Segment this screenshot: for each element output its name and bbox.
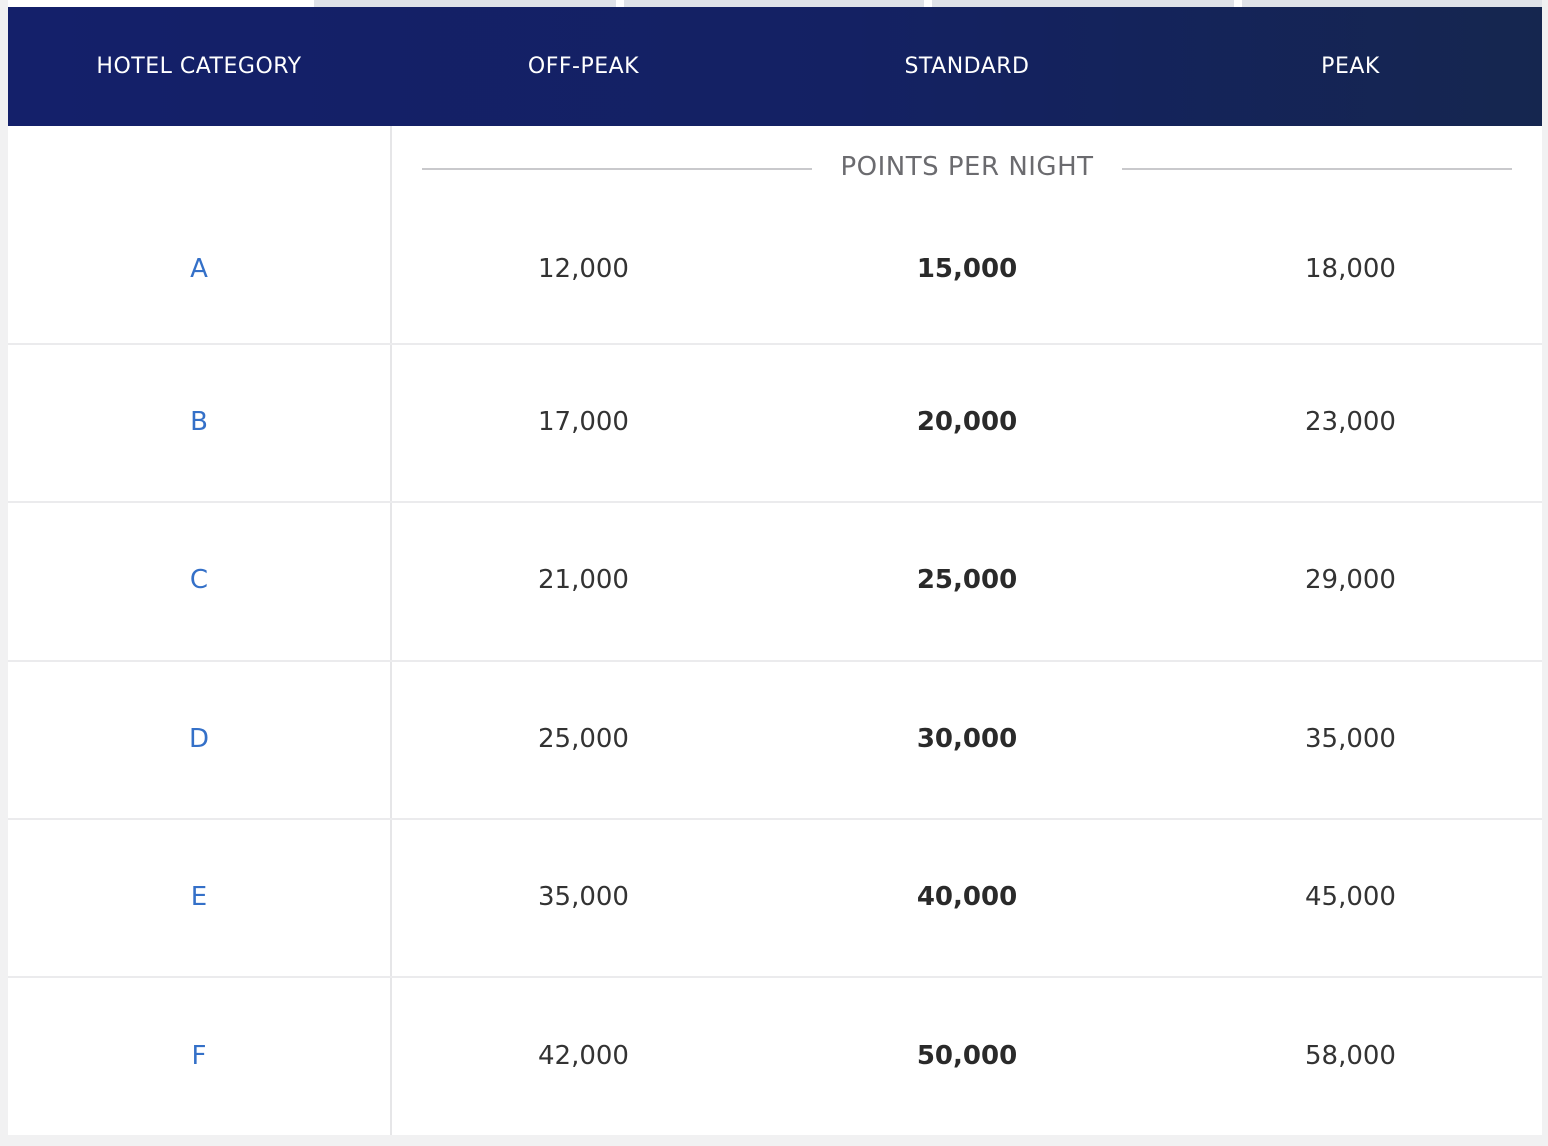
tab-2[interactable] xyxy=(314,0,616,7)
peak-cell: 58,000 xyxy=(1305,1041,1396,1071)
tab-5[interactable] xyxy=(1242,0,1542,7)
tab-3[interactable] xyxy=(624,0,924,7)
table-row: B 17,000 20,000 23,000 xyxy=(8,345,1542,501)
row-separator xyxy=(8,818,1542,820)
off-peak-cell: 21,000 xyxy=(538,565,629,595)
table-row: E 35,000 40,000 45,000 xyxy=(8,820,1542,976)
tab-strip xyxy=(8,0,1542,7)
standard-cell: 50,000 xyxy=(916,1041,1018,1071)
category-cell: C xyxy=(189,565,209,595)
points-per-night-label: POINTS PER NIGHT xyxy=(840,152,1094,182)
standard-cell: 30,000 xyxy=(916,724,1018,754)
peak-cell: 35,000 xyxy=(1305,724,1396,754)
table-row: D 25,000 30,000 35,000 xyxy=(8,662,1542,818)
off-peak-cell: 12,000 xyxy=(538,254,629,284)
peak-cell: 45,000 xyxy=(1305,882,1396,912)
category-cell: F xyxy=(191,1041,207,1071)
row-separator xyxy=(8,501,1542,503)
row-separator xyxy=(8,660,1542,662)
table-row: A 12,000 15,000 18,000 xyxy=(8,212,1542,343)
tab-4[interactable] xyxy=(932,0,1234,7)
column-divider xyxy=(390,126,392,1135)
category-cell: D xyxy=(188,724,210,754)
points-per-night-caption: POINTS PER NIGHT xyxy=(392,126,1542,212)
table-header: HOTEL CATEGORY OFF-PEAK STANDARD PEAK xyxy=(8,7,1542,126)
standard-cell: 25,000 xyxy=(916,565,1018,595)
category-cell: E xyxy=(190,882,208,912)
category-cell: A xyxy=(190,254,208,284)
category-cell: B xyxy=(190,407,208,437)
off-peak-cell: 35,000 xyxy=(538,882,629,912)
header-hotel-category: HOTEL CATEGORY xyxy=(96,54,302,79)
standard-cell: 40,000 xyxy=(916,882,1018,912)
table-row: C 21,000 25,000 29,000 xyxy=(8,503,1542,660)
header-peak: PEAK xyxy=(1321,54,1380,79)
table-row: F 42,000 50,000 58,000 xyxy=(8,978,1542,1135)
header-off-peak: OFF-PEAK xyxy=(527,54,640,79)
caption-rule-right xyxy=(1122,168,1512,170)
peak-cell: 18,000 xyxy=(1305,254,1396,284)
peak-cell: 23,000 xyxy=(1305,407,1396,437)
off-peak-cell: 17,000 xyxy=(538,407,629,437)
off-peak-cell: 25,000 xyxy=(538,724,629,754)
row-separator xyxy=(8,343,1542,345)
caption-rule-left xyxy=(422,168,812,170)
row-separator xyxy=(8,976,1542,978)
award-chart-table: HOTEL CATEGORY OFF-PEAK STANDARD PEAK PO… xyxy=(8,7,1542,1135)
peak-cell: 29,000 xyxy=(1305,565,1396,595)
header-standard: STANDARD xyxy=(904,54,1030,79)
off-peak-cell: 42,000 xyxy=(538,1041,629,1071)
standard-cell: 15,000 xyxy=(916,254,1018,284)
standard-cell: 20,000 xyxy=(916,407,1018,437)
